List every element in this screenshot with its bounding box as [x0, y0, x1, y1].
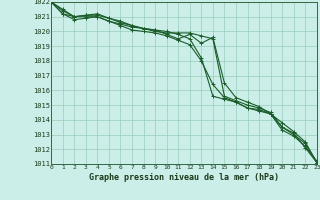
X-axis label: Graphe pression niveau de la mer (hPa): Graphe pression niveau de la mer (hPa)	[89, 173, 279, 182]
